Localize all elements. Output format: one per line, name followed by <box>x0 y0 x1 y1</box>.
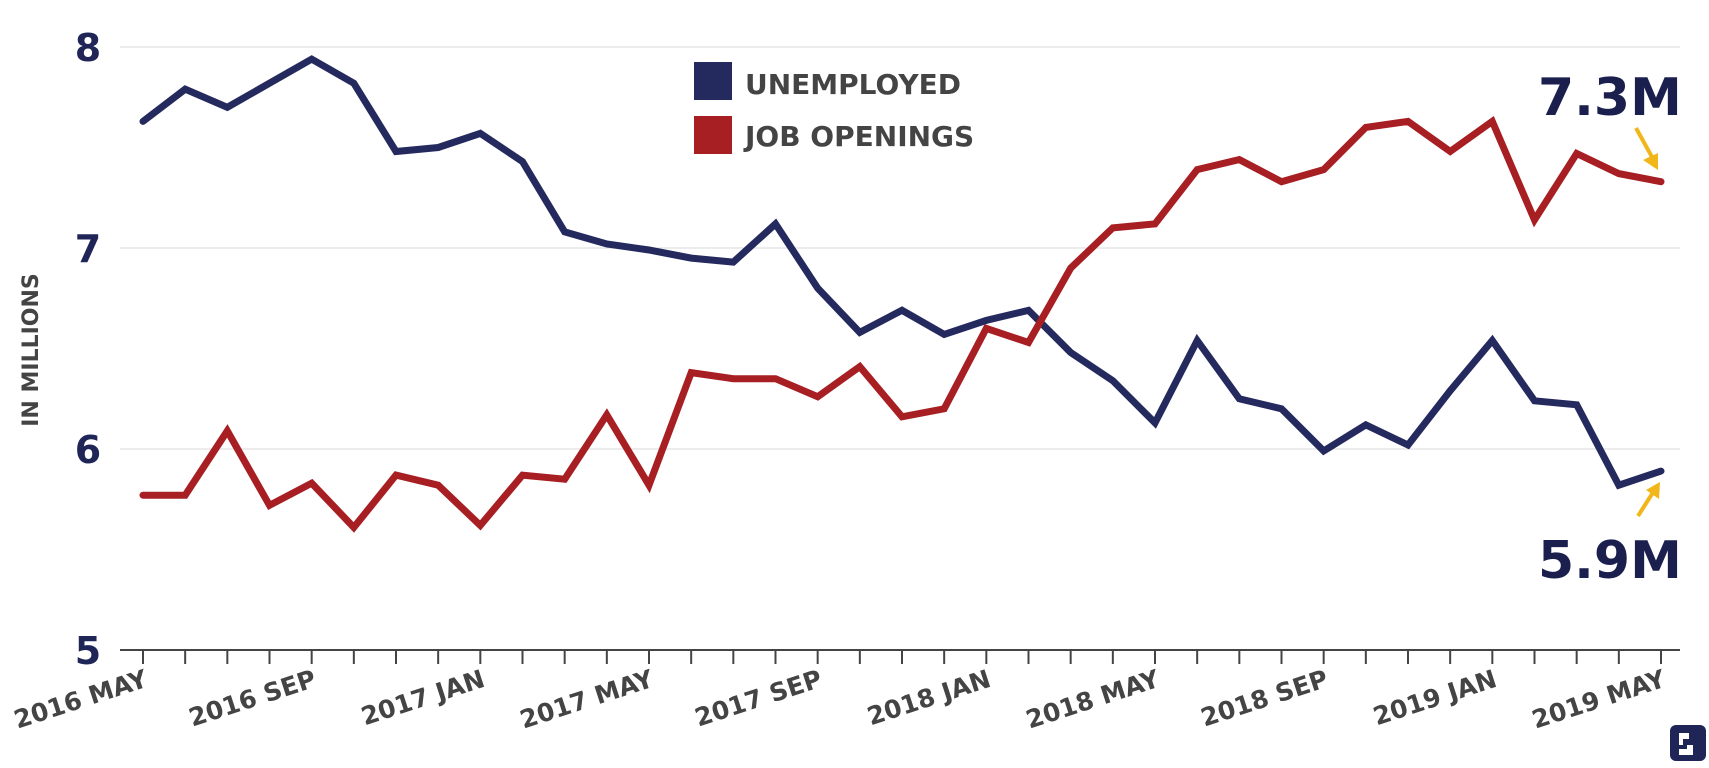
arrow-icon <box>1636 482 1660 518</box>
legend-swatch-job-openings <box>694 116 732 154</box>
x-tick-label: 2019 MAY <box>1528 664 1669 735</box>
x-tick-label: 2018 SEP <box>1197 664 1331 732</box>
series-line-job-openings <box>139 116 1665 533</box>
legend: UNEMPLOYED JOB OPENINGS <box>694 62 974 154</box>
series-group <box>139 55 1665 533</box>
y-tick-label: 7 <box>75 227 101 271</box>
y-axis: 5 6 7 8 <box>75 26 101 673</box>
annotation-unemployed: 5.9M <box>1538 531 1682 591</box>
grid <box>120 46 1680 450</box>
x-axis: 2016 MAY 2016 SEP 2017 JAN 2017 MAY 2017 SEP… <box>10 649 1680 735</box>
y-tick-label: 5 <box>75 629 101 673</box>
legend-label-job-openings: JOB OPENINGS <box>743 120 974 153</box>
logo-icon <box>1670 725 1706 761</box>
x-tick-label: 2017 SEP <box>691 664 825 732</box>
annotation-job-openings: 7.3M <box>1538 68 1682 128</box>
arrow-icon <box>1634 127 1658 170</box>
legend-label-unemployed: UNEMPLOYED <box>745 68 961 101</box>
legend-swatch-unemployed <box>694 62 732 100</box>
y-tick-label: 8 <box>75 26 101 70</box>
x-tick-label: 2016 SEP <box>185 664 319 732</box>
x-tick-label: 2016 MAY <box>10 664 151 735</box>
series-line-unemployed <box>139 55 1665 490</box>
y-axis-label: IN MILLIONS <box>19 273 44 427</box>
x-tick-label: 2017 JAN <box>358 664 489 731</box>
y-tick-label: 6 <box>75 428 101 472</box>
x-tick-label: 2019 JAN <box>1370 664 1501 731</box>
x-tick-label: 2018 JAN <box>864 664 995 731</box>
annotations: 7.3M 5.9M <box>1538 68 1682 591</box>
x-tick-label: 2018 MAY <box>1022 664 1163 735</box>
x-tick-label: 2017 MAY <box>516 664 657 735</box>
